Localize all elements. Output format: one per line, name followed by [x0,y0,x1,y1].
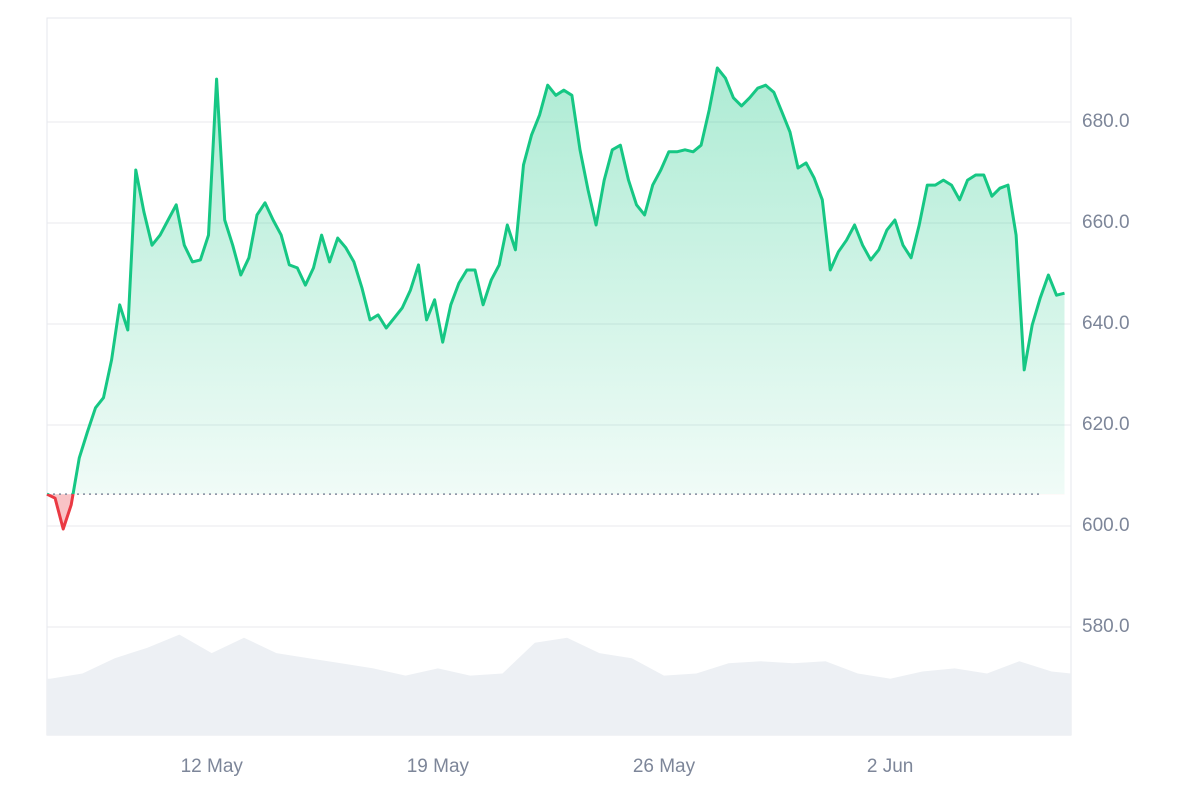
x-tick-label: 12 May [181,756,244,777]
volume-area [47,634,1071,735]
price-line-up [46,66,1065,495]
y-tick-label: 640.0 [1082,313,1130,334]
x-tick-label: 2 Jun [867,756,913,777]
x-tick-label: 26 May [633,756,696,777]
area-up [47,68,1065,495]
y-tick-label: 580.0 [1082,616,1130,637]
y-tick-label: 660.0 [1082,212,1130,233]
y-tick-label: 680.0 [1082,111,1130,132]
y-tick-label: 600.0 [1082,515,1130,536]
y-tick-label: 620.0 [1082,414,1130,435]
x-tick-label: 19 May [407,756,470,777]
